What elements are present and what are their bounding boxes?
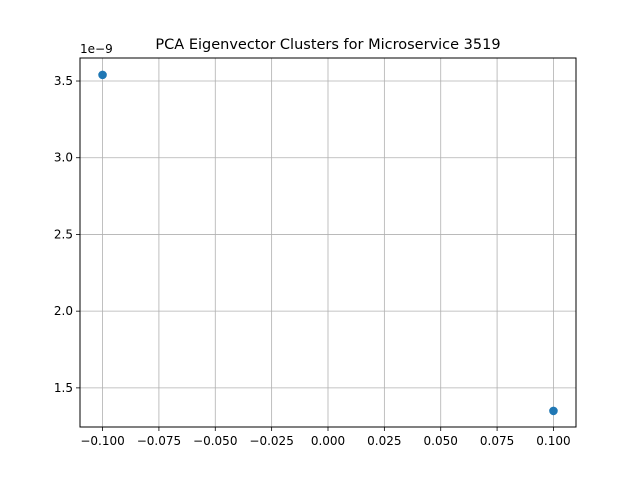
- x-tick-label: −0.075: [137, 434, 181, 448]
- plot-frame: [79, 57, 577, 428]
- axis-ticks: −0.100 −0.075 −0.050 −0.025 0.000 0.025 0.050 0…: [54, 74, 571, 448]
- x-tick-label: −0.050: [193, 434, 237, 448]
- x-tick-label: 0.075: [480, 434, 514, 448]
- y-offset-label: 1e−9: [80, 42, 113, 56]
- x-tick-label: −0.100: [80, 434, 124, 448]
- x-tick-label: 0.000: [311, 434, 345, 448]
- scatter-point: [98, 70, 107, 80]
- scatter-point: [549, 406, 558, 416]
- x-tick-label: 0.100: [536, 434, 570, 448]
- chart-title: PCA Eigenvector Clusters for Microservic…: [155, 37, 500, 53]
- scatter-points: [98, 70, 558, 416]
- y-tick-label: 3.5: [54, 74, 73, 88]
- y-tick-label: 2.0: [54, 304, 73, 318]
- y-tick-label: 1.5: [54, 381, 73, 395]
- x-tick-label: 0.025: [367, 434, 401, 448]
- grid: [80, 58, 576, 427]
- x-tick-label: −0.025: [249, 434, 293, 448]
- y-tick-label: 3.0: [54, 151, 73, 165]
- x-tick-label: 0.050: [424, 434, 458, 448]
- y-tick-label: 2.5: [54, 227, 73, 241]
